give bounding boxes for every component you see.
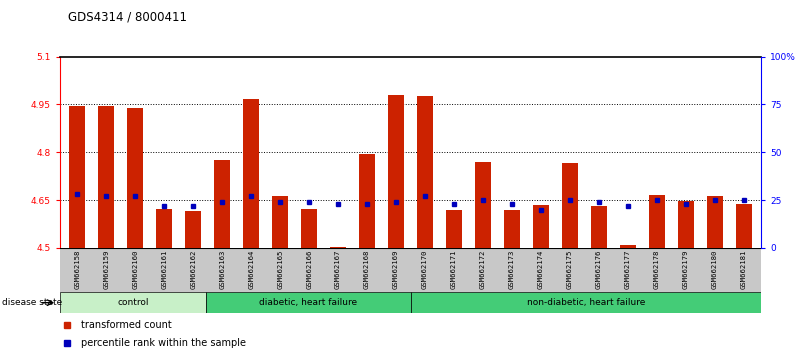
Text: GDS4314 / 8000411: GDS4314 / 8000411 (68, 11, 187, 24)
Text: GSM662164: GSM662164 (248, 250, 254, 289)
Text: percentile rank within the sample: percentile rank within the sample (81, 338, 246, 348)
Bar (99, 106, 115, 248)
Bar (330, 247, 346, 248)
Text: diabetic, heart failure: diabetic, heart failure (260, 298, 357, 307)
Bar (591, 206, 606, 248)
Bar (562, 163, 578, 248)
Text: GSM662179: GSM662179 (682, 250, 689, 289)
Text: GSM662181: GSM662181 (741, 250, 747, 289)
Text: GSM662160: GSM662160 (132, 250, 139, 289)
Text: GSM662167: GSM662167 (335, 250, 341, 289)
Bar (388, 95, 404, 248)
Text: GSM662161: GSM662161 (161, 250, 167, 289)
Text: GSM662177: GSM662177 (625, 250, 630, 289)
Text: transformed count: transformed count (81, 320, 172, 330)
Bar (504, 210, 520, 248)
Bar (359, 154, 375, 248)
Bar (678, 201, 694, 248)
Text: GSM662174: GSM662174 (537, 250, 544, 289)
Text: GSM662163: GSM662163 (219, 250, 225, 289)
Bar (620, 245, 636, 248)
Bar (215, 160, 230, 248)
Text: GSM662158: GSM662158 (74, 250, 80, 289)
Text: control: control (117, 298, 149, 307)
Bar (417, 96, 433, 248)
Bar (410, 292, 761, 313)
Text: non-diabetic, heart failure: non-diabetic, heart failure (526, 298, 645, 307)
Text: disease state: disease state (2, 298, 62, 307)
Text: GSM662168: GSM662168 (364, 250, 370, 289)
Bar (206, 292, 410, 313)
Bar (649, 195, 665, 248)
Bar (60, 292, 206, 313)
Bar (533, 205, 549, 248)
Text: GSM662180: GSM662180 (711, 250, 718, 289)
Text: GSM662171: GSM662171 (451, 250, 457, 289)
Text: GSM662166: GSM662166 (306, 250, 312, 289)
Bar (735, 204, 751, 248)
Bar (156, 209, 172, 248)
Text: GSM662178: GSM662178 (654, 250, 660, 289)
Bar (185, 211, 201, 248)
Bar (244, 99, 260, 248)
Bar (475, 162, 491, 248)
Bar (446, 210, 462, 248)
Bar (272, 196, 288, 248)
Text: GSM662170: GSM662170 (422, 250, 428, 289)
Bar (301, 209, 317, 248)
Text: GSM662173: GSM662173 (509, 250, 515, 289)
Text: GSM662159: GSM662159 (103, 250, 110, 289)
Text: GSM662162: GSM662162 (191, 250, 196, 289)
Text: GSM662165: GSM662165 (277, 250, 284, 289)
Bar (127, 108, 143, 248)
Bar (706, 196, 723, 248)
Text: GSM662172: GSM662172 (480, 250, 486, 289)
Text: GSM662169: GSM662169 (393, 250, 399, 289)
Text: GSM662176: GSM662176 (596, 250, 602, 289)
Text: GSM662175: GSM662175 (567, 250, 573, 289)
Bar (70, 106, 86, 248)
